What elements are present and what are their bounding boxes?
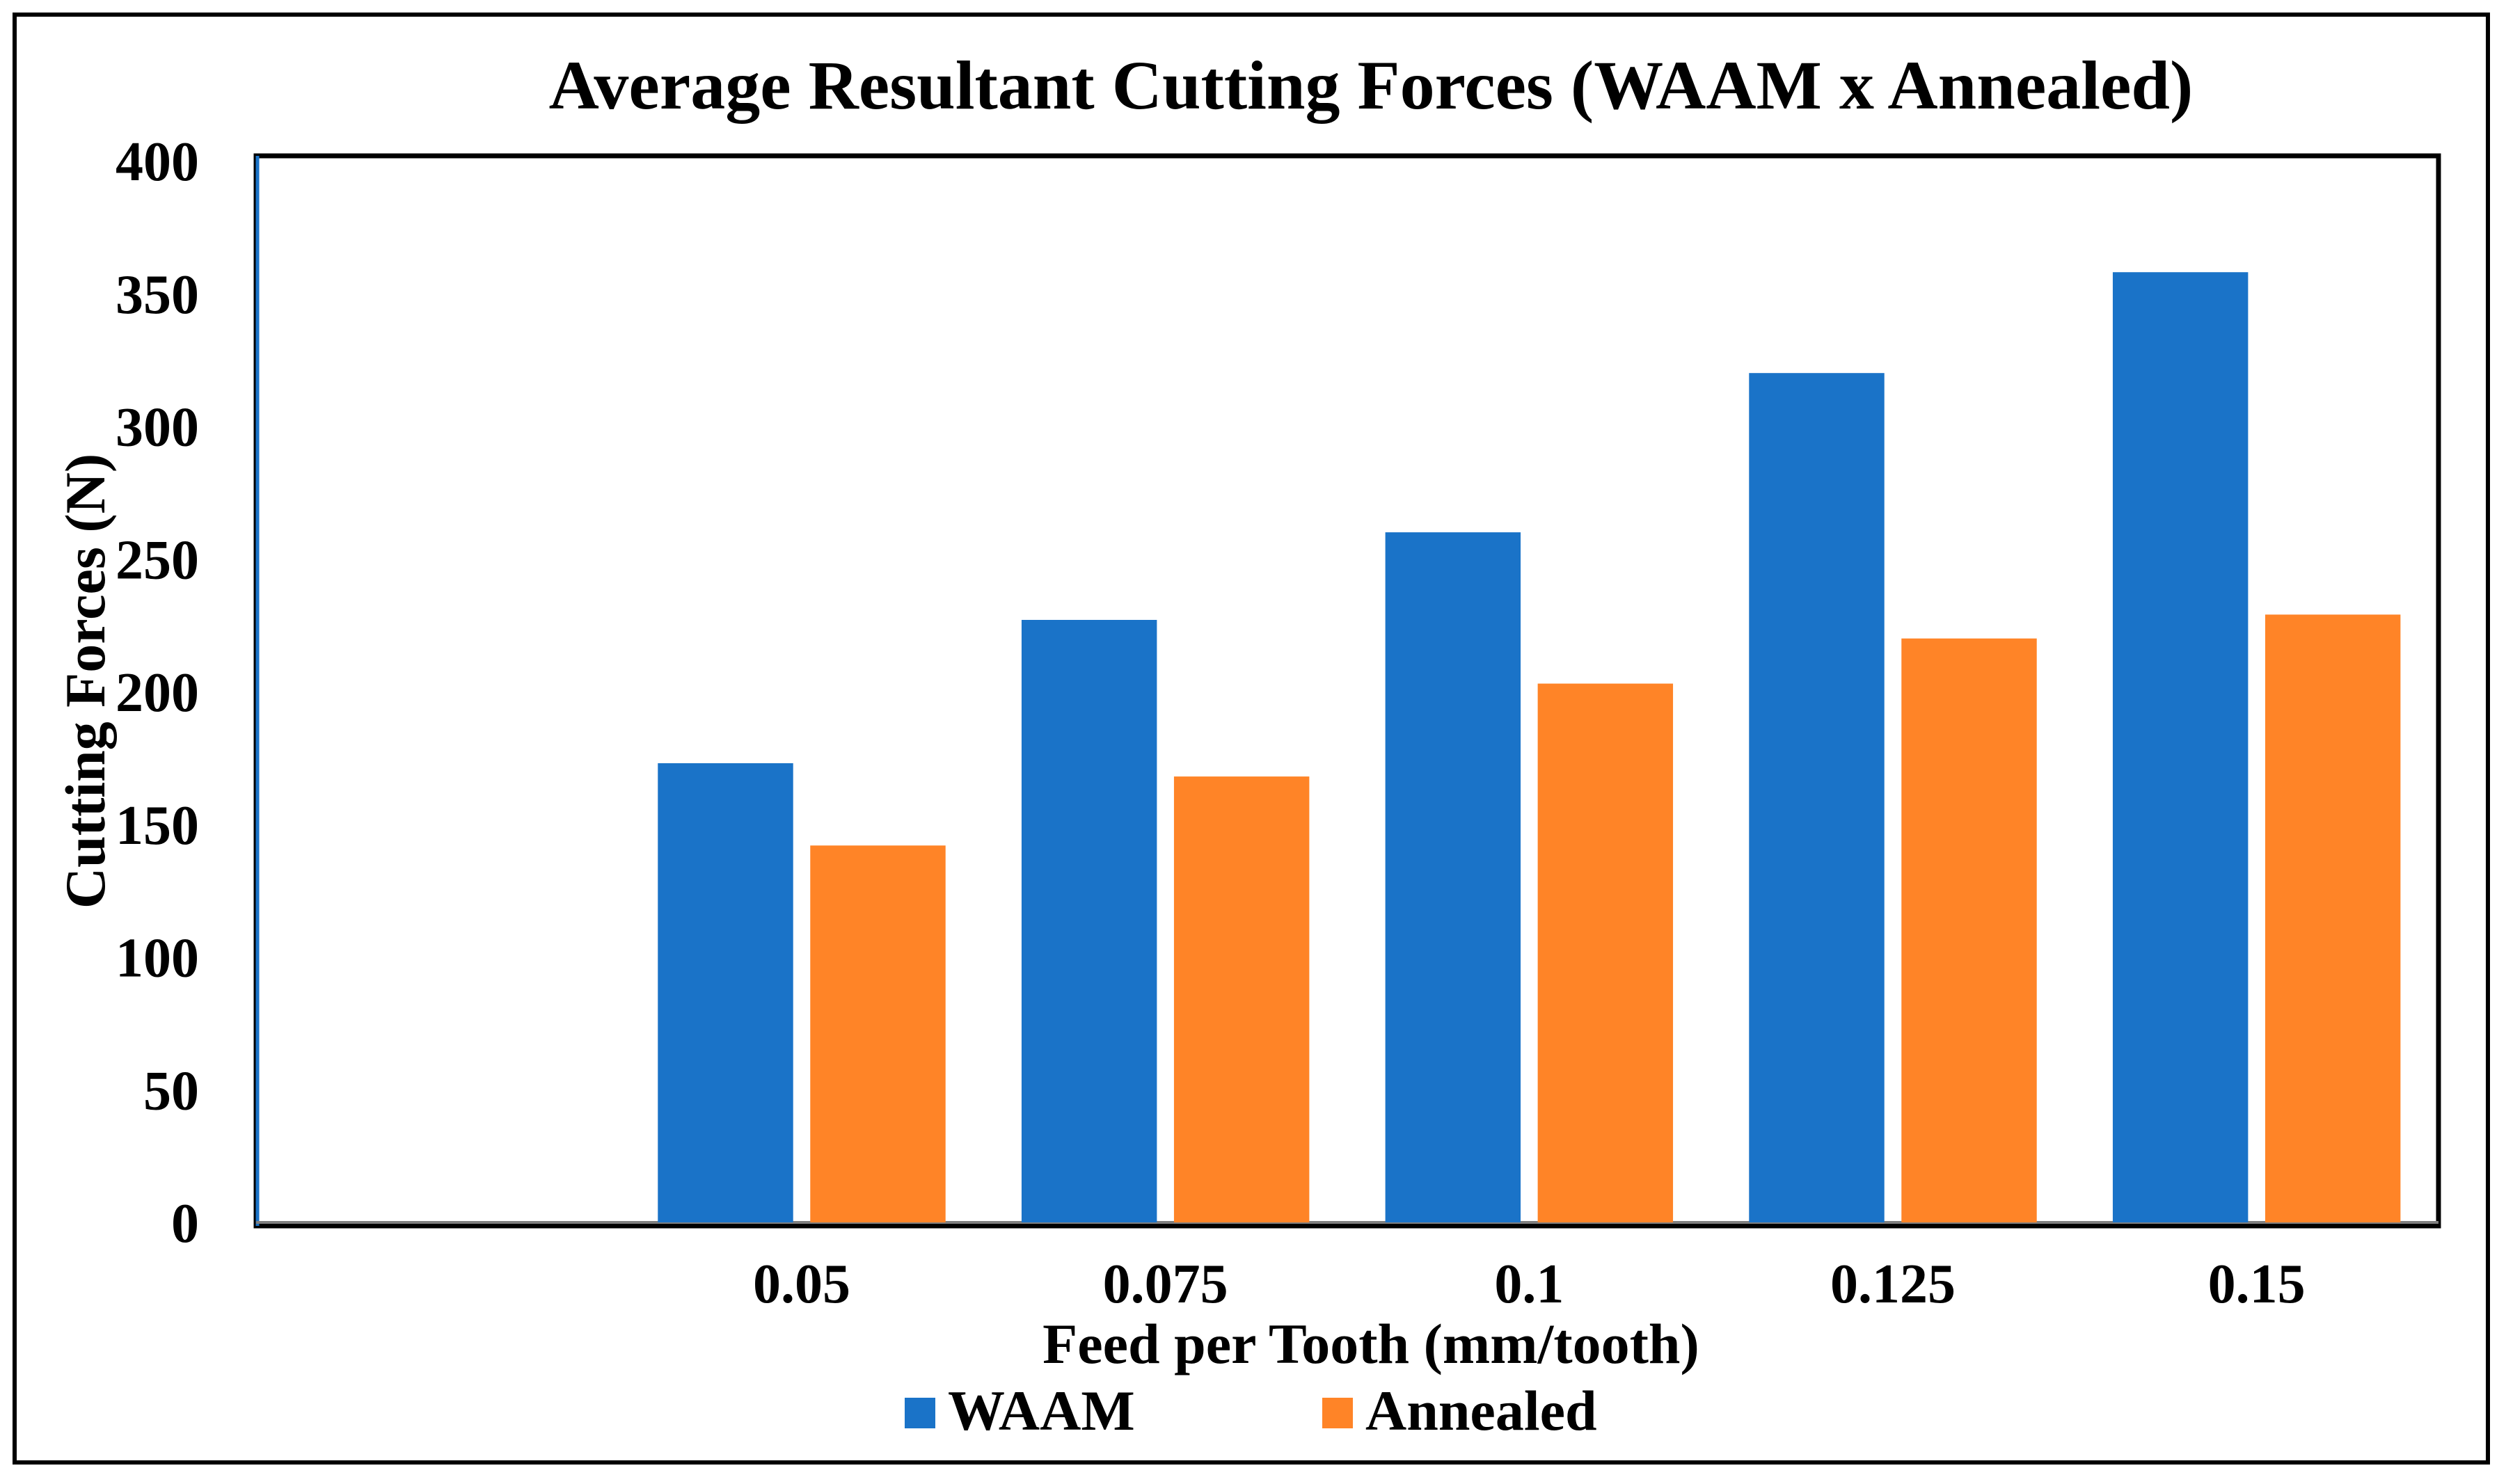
legend-swatch-waam <box>905 1398 935 1428</box>
bar-annealed-0.05 <box>810 845 946 1222</box>
bar-annealed-0.15 <box>2265 614 2401 1222</box>
bar-waam-0.15 <box>2112 272 2249 1223</box>
plot-area <box>253 153 2441 1229</box>
x-tick-label: 0.05 <box>753 1254 850 1315</box>
y-tick-label: 200 <box>116 662 199 724</box>
bar-annealed-0.1 <box>1537 683 1674 1222</box>
y-axis-label: Cutting Forces (N) <box>54 454 117 909</box>
y-tick-label: 350 <box>116 264 199 326</box>
bar-waam-0.125 <box>1749 373 1885 1223</box>
x-tick-label: 0.075 <box>1103 1254 1228 1315</box>
y-tick-label: 250 <box>116 529 199 591</box>
legend-swatch-annealed <box>1322 1398 1353 1428</box>
y-tick-label: 100 <box>116 928 199 989</box>
y-tick-label: 300 <box>116 397 199 458</box>
x-tick-label: 0.125 <box>1830 1254 1956 1315</box>
bar-annealed-0.125 <box>1901 638 2037 1222</box>
bar-chart: Average Resultant Cutting Forces (WAAM x… <box>54 47 2441 1442</box>
bar-waam-0.05 <box>658 763 793 1222</box>
bar-waam-0.075 <box>1021 619 1157 1222</box>
legend: WAAM Annealed <box>905 1379 1597 1442</box>
y-tick-label: 50 <box>143 1060 199 1122</box>
legend-label-waam: WAAM <box>948 1379 1135 1442</box>
x-tick-label: 0.15 <box>2208 1254 2306 1315</box>
x-tick-label: 0.1 <box>1494 1254 1564 1315</box>
y-axis-ticks: 0 50 100 150 200 250 300 350 400 <box>116 131 199 1254</box>
y-tick-label: 400 <box>116 131 199 193</box>
y-tick-label: 150 <box>116 795 199 856</box>
bars <box>658 272 2401 1223</box>
x-axis-ticks: 0.05 0.075 0.1 0.125 0.15 <box>753 1254 2306 1315</box>
chart-title: Average Resultant Cutting Forces (WAAM x… <box>549 47 2194 124</box>
bar-waam-0.1 <box>1385 532 1521 1222</box>
bar-annealed-0.075 <box>1173 776 1310 1222</box>
x-axis-label: Feed per Tooth (mm/tooth) <box>1042 1312 1699 1375</box>
legend-label-annealed: Annealed <box>1365 1379 1597 1442</box>
y-tick-label: 0 <box>171 1193 199 1254</box>
chart-frame: Average Resultant Cutting Forces (WAAM x… <box>13 13 2490 1465</box>
